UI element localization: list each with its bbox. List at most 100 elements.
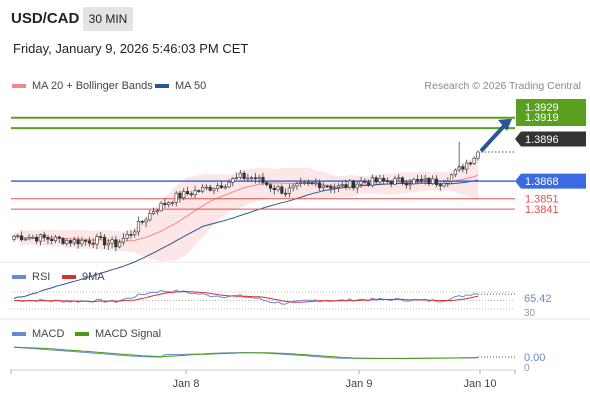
candle-down xyxy=(99,236,103,238)
candle-up xyxy=(355,183,359,189)
timeframe-badge[interactable]: 30 MIN xyxy=(83,7,133,31)
macd-zero-label: 0 xyxy=(524,363,530,374)
candle-up xyxy=(449,174,454,182)
candle-up xyxy=(16,235,20,238)
candle-up xyxy=(95,236,99,245)
candle-down xyxy=(87,240,92,244)
candle-up xyxy=(53,236,58,242)
candle-up xyxy=(250,177,254,180)
macd-signal-line xyxy=(13,346,478,359)
pivot-tag-bg xyxy=(515,173,586,189)
candle-down xyxy=(76,239,80,245)
candle-down xyxy=(261,176,265,183)
candle-down xyxy=(438,184,442,187)
candle-down xyxy=(284,192,288,195)
candle-up xyxy=(238,172,242,178)
forecast-arrow-shaft xyxy=(479,122,508,153)
candle-down xyxy=(382,178,386,181)
candle-up xyxy=(136,221,141,233)
candle-down xyxy=(389,181,393,185)
candle-up xyxy=(118,241,122,248)
bollinger-band xyxy=(14,151,478,262)
candle-down xyxy=(253,177,258,180)
legend-swatch-rsi xyxy=(12,275,26,279)
candle-up xyxy=(446,181,450,184)
legend-swatch-ma50 xyxy=(155,84,169,88)
candle-up xyxy=(321,185,325,189)
candle-down xyxy=(242,172,246,179)
x-tick-label: Jan 10 xyxy=(463,378,496,390)
macd-value-label: 0.00 xyxy=(524,352,545,364)
candle-up xyxy=(125,234,129,239)
candle-down xyxy=(434,178,439,185)
candle-down xyxy=(84,240,88,242)
candle-down xyxy=(461,166,465,170)
legend-swatch-macd xyxy=(12,332,26,336)
candle-down xyxy=(91,242,95,245)
candle-up xyxy=(193,190,197,195)
candle-down xyxy=(419,179,424,181)
forecast-arrow-head xyxy=(498,118,512,131)
candle-up xyxy=(80,240,84,245)
candle-down xyxy=(272,187,276,191)
legend-rsi: RSI xyxy=(12,271,50,283)
candle-up xyxy=(336,185,341,188)
legend-rsi-ma: 9MA xyxy=(62,271,105,283)
candle-down xyxy=(163,203,167,205)
candle-down xyxy=(57,236,61,239)
candle-up xyxy=(287,187,291,194)
current-price-tag: 1.3896 xyxy=(525,134,559,146)
candle-down xyxy=(427,177,431,185)
candle-up xyxy=(31,237,35,239)
candle-up xyxy=(204,186,208,189)
candle-up xyxy=(302,182,307,184)
candle-up xyxy=(453,169,457,176)
candle-up xyxy=(246,177,250,180)
candle-up xyxy=(216,185,220,189)
candle-down xyxy=(351,180,356,189)
current-price-tag-bg xyxy=(515,131,586,147)
candle-down xyxy=(400,177,405,184)
candle-up xyxy=(144,219,148,223)
candle-up xyxy=(110,239,114,244)
candle-down xyxy=(61,238,65,244)
x-tick-label: Jan 9 xyxy=(346,378,373,390)
candle-up xyxy=(72,239,76,244)
candle-down xyxy=(268,184,273,189)
candle-down xyxy=(329,186,333,189)
legend-label-macd: MACD xyxy=(32,328,65,340)
candle-down xyxy=(317,182,322,189)
candle-up xyxy=(465,162,469,170)
legend-ma50: MA 50 xyxy=(155,80,206,92)
legend-label-ma50: MA 50 xyxy=(175,80,207,92)
candle-down xyxy=(46,237,50,240)
candle-up xyxy=(155,210,159,213)
candle-up xyxy=(476,151,480,159)
candle-down xyxy=(129,234,133,236)
candle-down xyxy=(325,185,329,188)
candle-down xyxy=(185,191,190,195)
ma50-line xyxy=(13,179,479,299)
candle-up xyxy=(412,179,416,185)
candle-down xyxy=(374,177,378,183)
candle-up xyxy=(299,182,303,185)
candle-up xyxy=(397,177,401,180)
candle-up xyxy=(151,211,156,214)
candle-up xyxy=(431,178,435,185)
candle-up xyxy=(257,176,261,179)
candle-up xyxy=(148,213,152,221)
x-tick-label: Jan 8 xyxy=(173,378,200,390)
candle-up xyxy=(12,235,16,240)
candle-up xyxy=(227,182,231,188)
candle-up xyxy=(472,157,476,164)
datetime-label: Friday, January 9, 2026 5:46:03 PM CET xyxy=(13,41,249,56)
candle-down xyxy=(208,186,212,191)
candle-up xyxy=(370,177,374,186)
candle-down xyxy=(385,180,390,182)
candle-down xyxy=(114,239,118,248)
pivot-tag: 1.3868 xyxy=(525,176,559,188)
candle-down xyxy=(68,240,73,244)
candle-up xyxy=(393,178,397,185)
candle-up xyxy=(174,192,178,203)
